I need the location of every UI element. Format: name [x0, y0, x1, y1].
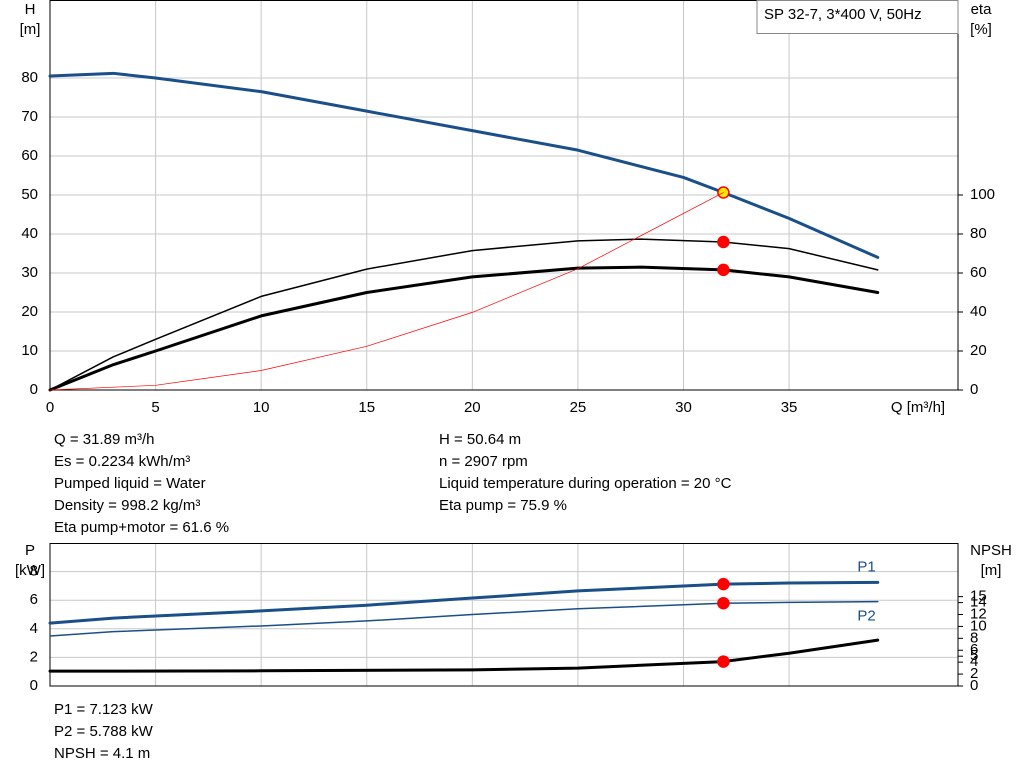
y2-tick-label: 12 — [970, 605, 987, 622]
y2-tick-label: 6 — [970, 641, 978, 658]
curve — [48, 580, 880, 625]
y-tick-label: 0 — [30, 677, 38, 694]
y-tick-label: 8 — [30, 563, 38, 580]
y-axis-label: [kW] — [15, 562, 45, 579]
y2-tick-label: 0 — [970, 677, 978, 694]
readout: H = 50.64 m — [439, 431, 521, 448]
y2-tick-label: 14 — [970, 594, 987, 611]
curve — [49, 192, 724, 391]
y-axis-label: H — [25, 1, 36, 18]
y-tick-label: 2 — [30, 648, 38, 665]
x-tick-label: 5 — [151, 399, 159, 416]
y-tick-label: 10 — [21, 342, 38, 359]
x-tick-label: 35 — [781, 399, 798, 416]
y-tick-label: 4 — [30, 620, 38, 637]
y-tick-label: 20 — [21, 303, 38, 320]
y2-tick-label: 5 — [970, 647, 978, 664]
plot-frame — [49, 543, 959, 687]
info-box — [756, 0, 959, 34]
y-tick-label: 0 — [30, 381, 38, 398]
y2-tick-label: 40 — [970, 303, 987, 320]
y2-tick-label: 8 — [970, 629, 978, 646]
y2-axis-label: NPSH — [970, 542, 1012, 559]
y-tick-label: 30 — [21, 264, 38, 281]
y-tick-label: 40 — [21, 225, 38, 242]
curve — [48, 71, 880, 259]
y-tick-label: 80 — [21, 69, 38, 86]
x-axis-label: Q [m³/h] — [891, 399, 945, 416]
readout: Q = 31.89 m³/h — [54, 431, 154, 448]
readout: Density = 998.2 kg/m³ — [54, 497, 200, 514]
operating-point — [717, 596, 730, 610]
y2-tick-label: 4 — [970, 653, 978, 670]
y2-tick-label: 2 — [970, 665, 978, 682]
y2-tick-label: 10 — [970, 617, 987, 634]
info-box-label: SP 32-7, 3*400 V, 50Hz — [764, 6, 922, 23]
operating-point — [717, 577, 730, 591]
x-tick-label: 15 — [358, 399, 375, 416]
operating-point — [717, 235, 730, 249]
curve — [48, 265, 880, 392]
series-label: P2 — [857, 608, 875, 625]
x-tick-label: 25 — [570, 399, 587, 416]
y2-tick-label: 80 — [970, 225, 987, 242]
readout: Es = 0.2234 kWh/m³ — [54, 453, 190, 470]
x-tick-label: 20 — [464, 399, 481, 416]
operating-point — [717, 263, 730, 277]
y2-tick-label: 60 — [970, 264, 987, 281]
x-tick-label: 10 — [253, 399, 270, 416]
y-tick-label: 70 — [21, 108, 38, 125]
readout: P1 = 7.123 kW — [54, 701, 154, 718]
readout: n = 2907 rpm — [439, 453, 528, 470]
readout: Eta pump+motor = 61.6 % — [54, 519, 229, 536]
y2-tick-label: 100 — [970, 186, 995, 203]
y-axis-label: [m] — [20, 21, 41, 38]
y2-tick-label: 20 — [970, 342, 987, 359]
readout: Pumped liquid = Water — [54, 475, 206, 492]
curve — [49, 600, 879, 637]
y-tick-label: 6 — [30, 591, 38, 608]
y2-axis-label: [%] — [970, 21, 992, 38]
y2-tick-label: 0 — [970, 381, 978, 398]
y-tick-label: 50 — [21, 186, 38, 203]
x-tick-label: 0 — [46, 399, 54, 416]
series-label: P1 — [857, 558, 875, 575]
y2-axis-label: eta — [971, 1, 993, 18]
readout: P2 = 5.788 kW — [54, 723, 154, 740]
readout: Eta pump = 75.9 % — [439, 497, 567, 514]
y2-tick-label: 15 — [970, 588, 987, 605]
curve — [49, 238, 879, 391]
y2-axis-label: [m] — [981, 562, 1002, 579]
readout: NPSH = 4.1 m — [54, 745, 150, 762]
readout: Liquid temperature during operation = 20… — [439, 475, 732, 492]
y-tick-label: 60 — [21, 147, 38, 164]
plot-frame — [49, 0, 959, 391]
curve — [48, 638, 880, 673]
y-axis-label: P — [25, 542, 35, 559]
operating-point — [717, 655, 730, 668]
x-tick-label: 30 — [675, 399, 692, 416]
